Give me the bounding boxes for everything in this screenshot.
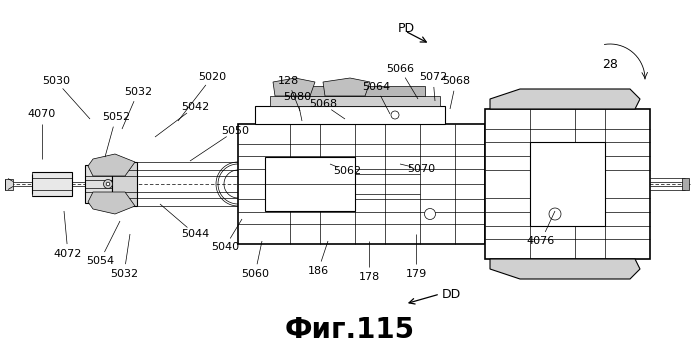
Polygon shape [88,192,135,214]
Text: 5042: 5042 [181,102,209,112]
Text: 5030: 5030 [42,76,70,86]
Text: 5020: 5020 [198,72,226,82]
Text: 5066: 5066 [386,64,414,74]
Text: 178: 178 [359,272,380,282]
Bar [85,165,112,203]
Text: 128: 128 [278,76,298,86]
Bar [112,162,137,206]
Text: DD: DD [442,288,461,300]
Bar [682,178,689,190]
Text: 28: 28 [602,57,618,70]
Text: 5044: 5044 [181,229,209,239]
Circle shape [106,182,110,186]
Bar [530,142,605,226]
Text: PD: PD [398,23,415,36]
Bar [270,96,440,106]
Text: 5062: 5062 [333,166,361,176]
Bar [238,124,485,244]
Text: 5068: 5068 [309,99,337,109]
Text: 5040: 5040 [211,242,239,252]
Text: 4072: 4072 [54,249,82,259]
Circle shape [103,180,113,188]
Bar [285,86,425,96]
Text: 5070: 5070 [407,164,435,174]
Text: 4076: 4076 [527,236,555,246]
Polygon shape [273,78,315,96]
Text: Фиг.115: Фиг.115 [284,316,415,344]
Text: 5068: 5068 [442,76,470,86]
Circle shape [549,208,561,220]
Polygon shape [323,78,370,96]
Circle shape [391,111,399,119]
Bar [5,178,13,190]
Polygon shape [490,89,640,109]
Circle shape [424,209,435,219]
Text: 5032: 5032 [124,87,152,97]
Text: 5050: 5050 [221,126,249,136]
Text: 5052: 5052 [102,112,130,122]
Bar [255,106,445,124]
Bar [32,172,72,196]
Text: 5060: 5060 [241,269,269,279]
Text: 5054: 5054 [86,256,114,266]
Text: 186: 186 [308,266,329,276]
Polygon shape [490,259,640,279]
Text: 179: 179 [405,269,426,279]
Text: 4070: 4070 [28,109,56,119]
Bar [485,109,650,259]
Polygon shape [88,154,135,176]
Text: 5072: 5072 [419,72,447,82]
Text: 5032: 5032 [110,269,138,279]
Text: 5080: 5080 [283,92,311,102]
Text: 5064: 5064 [362,82,390,92]
Bar [265,157,355,211]
